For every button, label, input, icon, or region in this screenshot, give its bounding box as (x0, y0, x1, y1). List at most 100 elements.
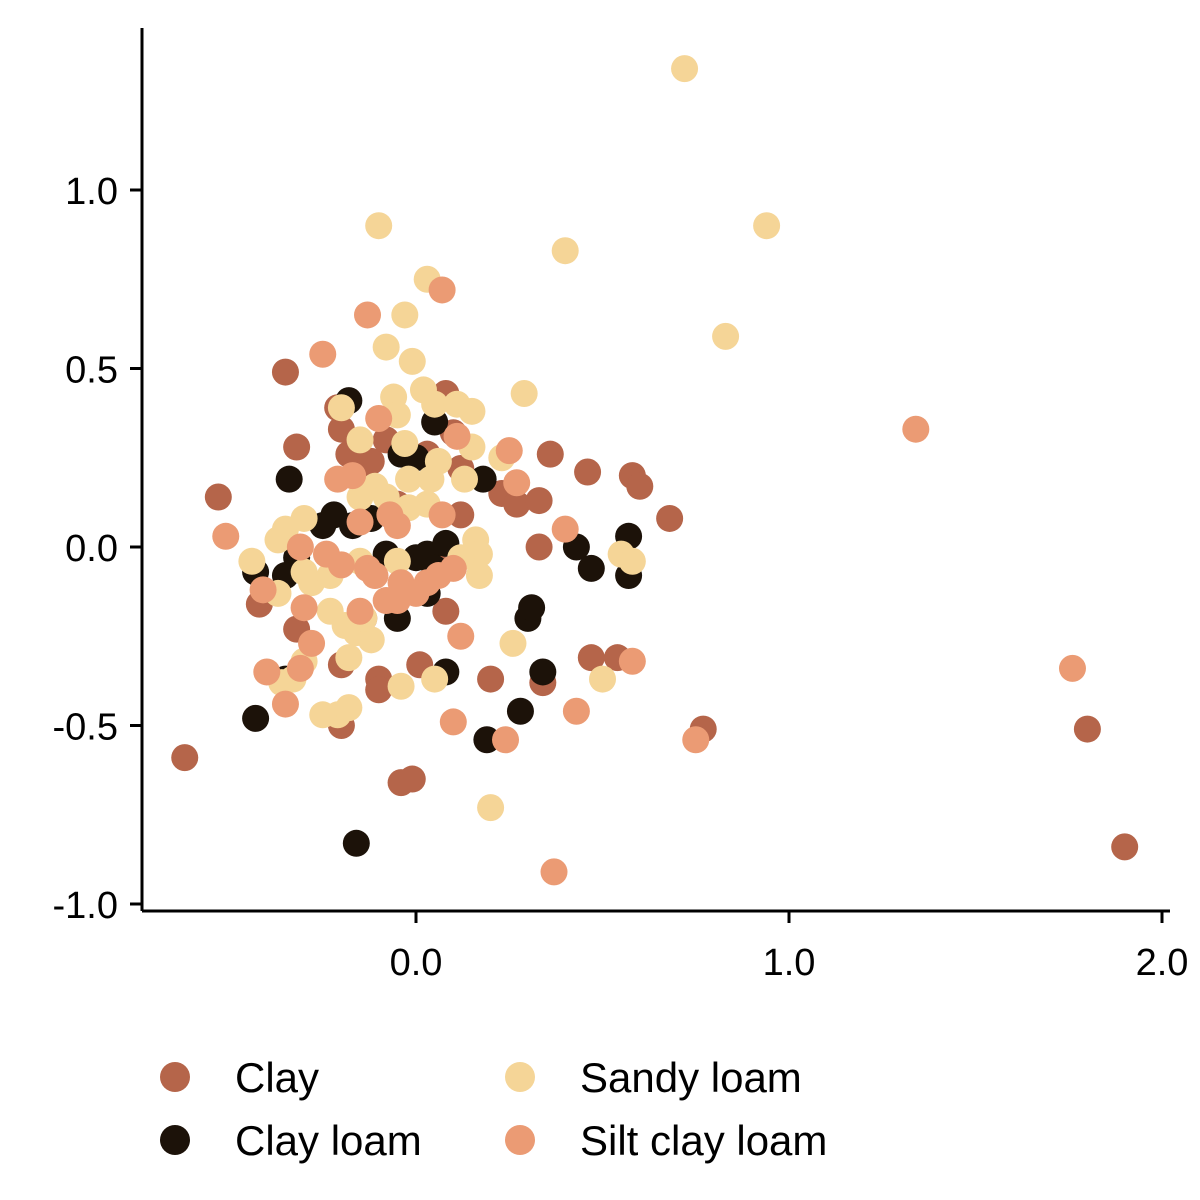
point-clay-29 (398, 765, 426, 793)
point-sandy-loam-8 (712, 322, 740, 350)
point-silt-clay-loam-6 (503, 469, 531, 497)
x-tick-label-2: 2.0 (1136, 942, 1189, 984)
point-sandy-loam-22 (417, 465, 445, 493)
y-tick-label-4: 1.0 (65, 171, 118, 213)
point-silt-clay-loam-4 (443, 422, 471, 450)
point-silt-clay-loam-17 (327, 551, 355, 579)
point-clay-16 (536, 440, 564, 468)
point-sandy-loam-21 (450, 465, 478, 493)
point-silt-clay-loam-31 (447, 622, 475, 650)
point-clay-18 (574, 458, 602, 486)
point-sandy-loam-33 (238, 547, 266, 575)
point-silt-clay-loam-35 (618, 647, 646, 675)
point-sandy-loam-31 (290, 504, 318, 532)
point-sandy-loam-1 (753, 212, 781, 240)
point-clay-31 (432, 597, 460, 625)
point-clay-15 (503, 490, 531, 518)
point-sandy-loam-14 (458, 397, 486, 425)
point-sandy-loam-17 (346, 426, 374, 454)
point-sandy-loam-38 (383, 547, 411, 575)
point-clay-21 (656, 504, 684, 532)
legend-marker-clay-loam (160, 1125, 190, 1155)
point-clay-loam-21 (473, 726, 501, 754)
point-silt-clay-loam-23 (249, 576, 277, 604)
legend-item-clay-loam: Clay loam (160, 1117, 422, 1164)
point-silt-clay-loam-0 (428, 276, 456, 304)
point-sandy-loam-59 (477, 794, 505, 822)
point-clay-loam-27 (577, 554, 605, 582)
x-tick-label-1: 1.0 (763, 942, 816, 984)
point-clay-2 (204, 483, 232, 511)
point-silt-clay-loam-27 (253, 658, 281, 686)
point-silt-clay-loam-9 (339, 462, 367, 490)
legend-marker-silt-clay-loam (505, 1125, 535, 1155)
point-silt-clay-loam-37 (902, 415, 930, 443)
point-sandy-loam-49 (357, 626, 385, 654)
point-silt-clay-loam-34 (562, 697, 590, 725)
point-silt-clay-loam-7 (551, 515, 579, 543)
legend-label-clay: Clay (235, 1054, 319, 1101)
point-sandy-loam-5 (391, 301, 419, 329)
point-clay-loam-0 (275, 465, 303, 493)
point-silt-clay-loam-14 (212, 522, 240, 550)
point-sandy-loam-55 (387, 672, 415, 700)
point-sandy-loam-0 (671, 55, 699, 83)
point-silt-clay-loam-3 (365, 404, 393, 432)
legend-marker-clay (160, 1062, 190, 1092)
series-sandy-loam (238, 55, 781, 822)
point-clay-loam-17 (342, 829, 370, 857)
legend-item-clay: Clay (160, 1054, 319, 1101)
legend-label-silt-clay-loam: Silt clay loam (580, 1117, 827, 1164)
point-silt-clay-loam-42 (402, 579, 430, 607)
point-clay-loam-24 (518, 594, 546, 622)
point-sandy-loam-16 (327, 394, 355, 422)
point-silt-clay-loam-2 (309, 340, 337, 368)
point-clay-loam-5 (469, 465, 497, 493)
point-clay-22 (525, 533, 553, 561)
legend-label-clay-loam: Clay loam (235, 1117, 422, 1164)
point-clay-26 (365, 676, 393, 704)
series-silt-clay-loam (212, 276, 1086, 886)
point-clay-20 (626, 472, 654, 500)
point-silt-clay-loam-15 (286, 533, 314, 561)
point-clay-17 (525, 487, 553, 515)
point-sandy-loam-57 (499, 629, 527, 657)
legend-item-sandy-loam: Sandy loam (505, 1054, 802, 1101)
legend-label-sandy-loam: Sandy loam (580, 1054, 802, 1101)
point-sandy-loam-41 (465, 562, 493, 590)
point-sandy-loam-58 (589, 665, 616, 693)
point-clay-3 (171, 744, 199, 772)
point-sandy-loam-23 (395, 465, 423, 493)
point-silt-clay-loam-12 (383, 512, 411, 540)
point-silt-clay-loam-5 (495, 437, 523, 465)
y-tick-label-1: -0.5 (53, 707, 118, 749)
point-clay-34 (577, 644, 605, 672)
point-silt-clay-loam-10 (346, 508, 374, 536)
legend-marker-sandy-loam (505, 1062, 535, 1092)
point-sandy-loam-27 (346, 483, 374, 511)
points-layer (171, 55, 1139, 886)
point-silt-clay-loam-38 (1058, 654, 1086, 682)
point-silt-clay-loam-22 (439, 554, 467, 582)
y-tick-label-0: -1.0 (53, 885, 118, 927)
point-silt-clay-loam-13 (428, 501, 456, 529)
point-sandy-loam-54 (335, 694, 363, 722)
point-silt-clay-loam-1 (354, 301, 382, 329)
point-clay-0 (271, 358, 299, 386)
point-clay-8 (357, 447, 385, 475)
point-sandy-loam-56 (421, 665, 449, 693)
point-clay-loam-25 (529, 658, 557, 686)
point-sandy-loam-6 (372, 333, 400, 361)
point-silt-clay-loam-39 (540, 858, 568, 886)
point-clay-41 (447, 501, 475, 529)
y-tick-label-3: 0.5 (65, 350, 118, 392)
y-tick-label-2: 0.0 (65, 528, 118, 570)
point-sandy-loam-32 (264, 526, 292, 554)
point-clay-loam-15 (242, 704, 270, 732)
point-sandy-loam-12 (421, 390, 449, 418)
point-sandy-loam-53 (309, 701, 337, 729)
point-clay-loam-22 (506, 697, 534, 725)
legend-item-silt-clay-loam: Silt clay loam (505, 1117, 827, 1164)
point-sandy-loam-9 (510, 379, 538, 407)
